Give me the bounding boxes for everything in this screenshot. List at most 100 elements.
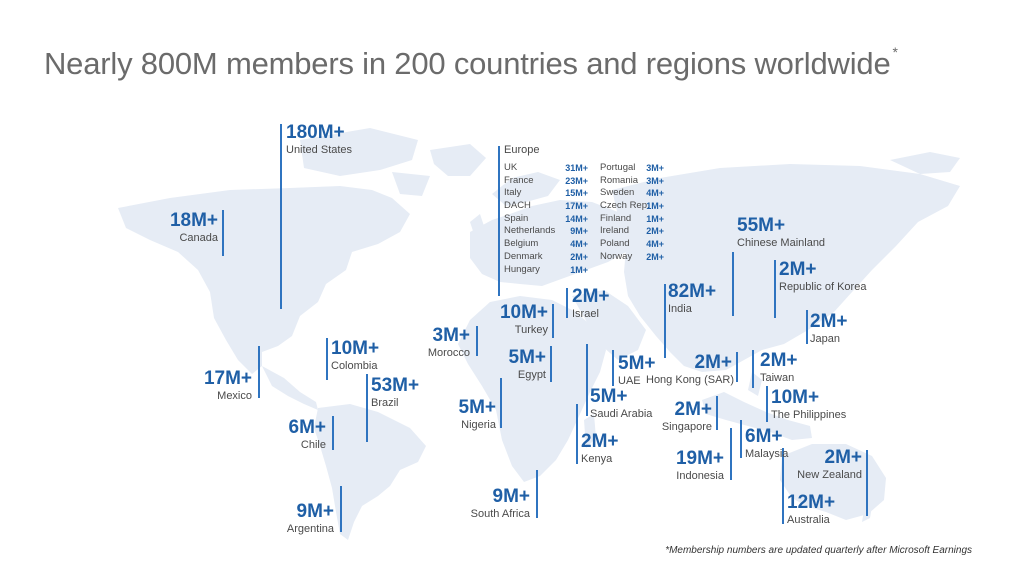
europe-members: 4M+ bbox=[646, 188, 664, 199]
europe-column-2: Portugal 3M+ Romania 3M+ Sweden 4M+ Czech Rep.… bbox=[600, 162, 664, 264]
us-bar bbox=[280, 124, 282, 309]
saudi-bar bbox=[586, 344, 588, 416]
europe-row: Ireland 2M+ bbox=[600, 225, 664, 238]
europe-members: 2M+ bbox=[646, 226, 664, 237]
europe-country: DACH bbox=[504, 200, 531, 212]
stat-saudi: 5M+ Saudi Arabia bbox=[590, 386, 653, 421]
stat-hongkong: 2M+ Hong Kong (SAR) bbox=[646, 352, 735, 387]
newzealand-bar bbox=[866, 450, 868, 516]
europe-members: 1M+ bbox=[570, 264, 588, 275]
europe-country: UK bbox=[504, 162, 518, 173]
philippines-bar bbox=[766, 386, 768, 422]
stat-nigeria: 5M+ Nigeria bbox=[458, 397, 497, 432]
europe-members: 14M+ bbox=[565, 213, 588, 224]
europe-members: 1M+ bbox=[646, 213, 664, 224]
singapore-bar bbox=[716, 396, 718, 430]
europe-country: Netherlands bbox=[504, 225, 556, 237]
stat-argentina: 9M+ Argentina bbox=[286, 501, 334, 536]
stat-uae: 5M+ UAE bbox=[618, 353, 656, 388]
turkey-bar bbox=[552, 304, 554, 338]
australia-bar bbox=[782, 448, 784, 524]
stat-brazil: 53M+ Brazil bbox=[371, 375, 420, 410]
europe-members: 2M+ bbox=[570, 251, 588, 262]
europe-row: Czech Rep. 1M+ bbox=[600, 200, 664, 213]
europe-country: Norway bbox=[600, 250, 633, 262]
israel-bar bbox=[566, 288, 568, 318]
europe-members: 3M+ bbox=[646, 175, 664, 186]
europe-table: Europe UK 31M+ France 23M+ Italy 15M+ DACH 17M+… bbox=[504, 144, 664, 275]
europe-row: France 23M+ bbox=[504, 175, 588, 188]
europe-row: Denmark 2M+ bbox=[504, 250, 588, 264]
stat-singapore: 2M+ Singapore bbox=[661, 399, 712, 434]
china-bar bbox=[732, 252, 734, 316]
argentina-bar bbox=[340, 486, 342, 532]
stat-kenya: 2M+ Kenya bbox=[581, 431, 619, 466]
europe-country: Belgium bbox=[504, 238, 539, 250]
kenya-bar bbox=[576, 404, 578, 464]
stat-korea: 2M+ Republic of Korea bbox=[779, 259, 867, 294]
stat-philippines: 10M+ The Philippines bbox=[771, 387, 847, 422]
mexico-bar bbox=[258, 346, 260, 398]
europe-header: Europe bbox=[504, 144, 540, 156]
europe-row: Spain 14M+ bbox=[504, 212, 588, 226]
europe-row: Netherlands 9M+ bbox=[504, 225, 588, 238]
footnote: *Membership numbers are updated quarterl… bbox=[665, 545, 972, 556]
stat-newzealand: 2M+ New Zealand bbox=[797, 447, 862, 482]
morocco-bar bbox=[476, 326, 478, 356]
europe-members: 1M+ bbox=[646, 201, 664, 212]
europe-members: 9M+ bbox=[570, 226, 588, 237]
egypt-bar bbox=[550, 346, 552, 382]
europe-country: Sweden bbox=[600, 187, 635, 199]
europe-row: Poland 4M+ bbox=[600, 238, 664, 251]
malaysia-bar bbox=[740, 420, 742, 458]
stat-morocco: 3M+ Morocco bbox=[427, 325, 470, 360]
stat-malaysia: 6M+ Malaysia bbox=[745, 426, 789, 461]
europe-members: 3M+ bbox=[646, 163, 664, 173]
europe-country: Romania bbox=[600, 174, 639, 186]
nigeria-bar bbox=[500, 378, 502, 428]
europe-members: 4M+ bbox=[646, 239, 664, 250]
europe-country: Portugal bbox=[600, 162, 636, 173]
europe-country: Finland bbox=[600, 212, 632, 224]
europe-members: 4M+ bbox=[570, 239, 588, 250]
europe-bar bbox=[498, 146, 500, 296]
taiwan-bar bbox=[752, 350, 754, 388]
europe-country: Poland bbox=[600, 238, 630, 250]
europe-country: Ireland bbox=[600, 225, 630, 237]
southafrica-bar bbox=[536, 470, 538, 518]
europe-row: Norway 2M+ bbox=[600, 250, 664, 264]
stat-canada: 18M+ Canada bbox=[169, 210, 218, 245]
europe-members: 23M+ bbox=[565, 175, 588, 186]
europe-members: 31M+ bbox=[565, 163, 588, 173]
europe-row: Sweden 4M+ bbox=[600, 187, 664, 200]
europe-country: Denmark bbox=[504, 250, 543, 262]
stat-turkey: 10M+ Turkey bbox=[499, 302, 548, 337]
stat-taiwan: 2M+ Taiwan bbox=[760, 350, 798, 385]
europe-members: 17M+ bbox=[565, 201, 588, 212]
hongkong-bar bbox=[736, 352, 738, 382]
europe-row: Romania 3M+ bbox=[600, 174, 664, 188]
chile-bar bbox=[332, 416, 334, 450]
stat-india: 82M+ India bbox=[668, 281, 717, 316]
indonesia-bar bbox=[730, 428, 732, 480]
uae-bar bbox=[612, 350, 614, 386]
stat-australia: 12M+ Australia bbox=[787, 492, 836, 527]
europe-row: UK 31M+ bbox=[504, 162, 588, 175]
europe-country: Spain bbox=[504, 212, 529, 224]
stat-mexico: 17M+ Mexico bbox=[203, 368, 252, 403]
europe-country: Czech Rep. bbox=[600, 200, 650, 212]
canada-bar bbox=[222, 210, 224, 256]
stat-us: 180M+ United States bbox=[286, 122, 353, 157]
india-bar bbox=[664, 284, 666, 358]
europe-row: DACH 17M+ bbox=[504, 200, 588, 213]
stat-china: 55M+ Chinese Mainland bbox=[737, 215, 826, 250]
stat-chile: 6M+ Chile bbox=[288, 417, 327, 452]
europe-members: 2M+ bbox=[646, 251, 664, 262]
europe-row: Hungary 1M+ bbox=[504, 264, 588, 277]
page-title: Nearly 800M members in 200 countries and… bbox=[44, 43, 898, 81]
europe-members: 15M+ bbox=[565, 188, 588, 199]
europe-row: Finland 1M+ bbox=[600, 212, 664, 226]
stat-southafrica: 9M+ South Africa bbox=[470, 486, 530, 521]
stat-indonesia: 19M+ Indonesia bbox=[675, 448, 724, 483]
